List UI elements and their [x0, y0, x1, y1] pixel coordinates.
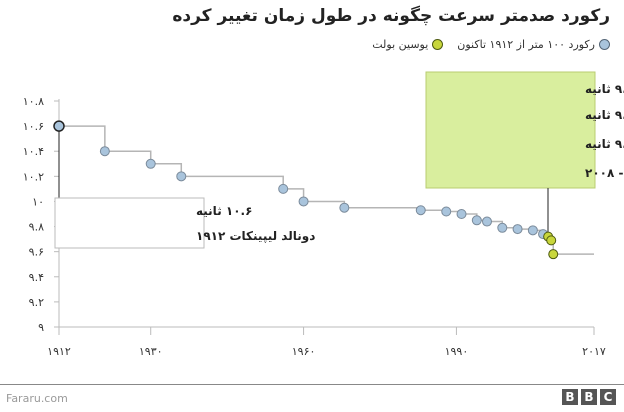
annotation-right-box	[425, 71, 596, 189]
annotation-left-line2: دونالد لیپینکات ۱۹۱۲	[196, 229, 315, 244]
y-tick-label: ۹.۶	[29, 246, 44, 259]
annotation-right-line2: ۹.۶۹ ثانیه	[585, 108, 624, 122]
y-tick-label: ۱۰.۴	[23, 145, 44, 158]
legend: رکورد ۱۰۰ متر از ۱۹۱۲ تاکنون یوسین بولت	[372, 38, 610, 51]
bbc-logo-letter: C	[600, 389, 616, 405]
legend-dot-bolt	[432, 39, 444, 50]
record-point	[482, 216, 492, 227]
record-point	[278, 183, 289, 194]
x-tick-label: ۱۹۹۰	[445, 345, 469, 358]
y-tick-label: ۱۰.۸	[23, 95, 44, 108]
y-tick-label: ۹.۲	[29, 296, 44, 309]
legend-item-bolt: یوسین بولت	[372, 38, 444, 51]
bolt-point	[548, 249, 559, 260]
record-point	[415, 205, 426, 216]
bolt-point	[546, 235, 557, 246]
record-point	[456, 209, 467, 219]
y-tick-label: ۱۰.۲	[23, 170, 44, 183]
y-tick-label: ۱۰.۶	[23, 120, 44, 133]
record-point	[53, 120, 65, 132]
legend-dot-records	[599, 39, 610, 50]
x-tick-label: ۲۰۱۷	[582, 345, 606, 358]
record-point	[99, 146, 110, 157]
y-tick-label: ۹.۸	[29, 221, 44, 234]
record-point	[512, 224, 523, 235]
record-point	[339, 202, 350, 213]
record-point	[471, 215, 482, 226]
x-tick-label: ۱۹۶۰	[292, 345, 316, 358]
record-point	[527, 225, 538, 236]
annotation-left-line1: ۱۰.۶ ثانیه	[196, 204, 252, 218]
record-point	[441, 206, 452, 217]
record-point	[145, 158, 156, 169]
footer-divider	[0, 384, 624, 385]
annotation-right-line3: ۹.۵۸ ثانیه	[585, 137, 624, 151]
y-tick-label: ۱۰	[32, 195, 44, 208]
x-tick-label: ۱۹۳۰	[139, 345, 163, 358]
record-point	[497, 222, 508, 233]
legend-item-records: رکورد ۱۰۰ متر از ۱۹۱۲ تاکنون	[457, 38, 610, 51]
record-point	[176, 171, 187, 182]
bbc-logo: B B C	[562, 389, 616, 405]
legend-label-records: رکورد ۱۰۰ متر از ۱۹۱۲ تاکنون	[457, 38, 595, 51]
bbc-logo-letter: B	[562, 389, 578, 405]
y-tick-label: ۹.۴	[29, 271, 44, 284]
y-tick-label: ۹	[38, 321, 44, 334]
record-point	[298, 196, 309, 207]
chart-title: رکورد صدمتر سرعت چگونه در طول زمان تغییر…	[172, 6, 610, 26]
footer-source[interactable]: Fararu.com	[6, 392, 68, 405]
legend-label-bolt: یوسین بولت	[372, 38, 429, 51]
x-tick-label: ۱۹۱۲	[47, 345, 71, 358]
chart-plot: ۹ ۹.۲ ۹.۴ ۹.۶ ۹.۸ ۱۰ ۱۰.۲ ۱۰.۴ ۱۰.۶ ۱۰.۸ ۱۹۱۲ ۱۹۳۰ ۱…	[23, 71, 624, 358]
annotation-left-box	[54, 197, 205, 249]
annotation-right-line4: یوسین بولت۲۰۰۹ - ۲۰۰۸	[585, 166, 624, 181]
annotation-right-line1: ۹.۷۲ ثانیه	[585, 82, 624, 96]
bbc-logo-letter: B	[581, 389, 597, 405]
